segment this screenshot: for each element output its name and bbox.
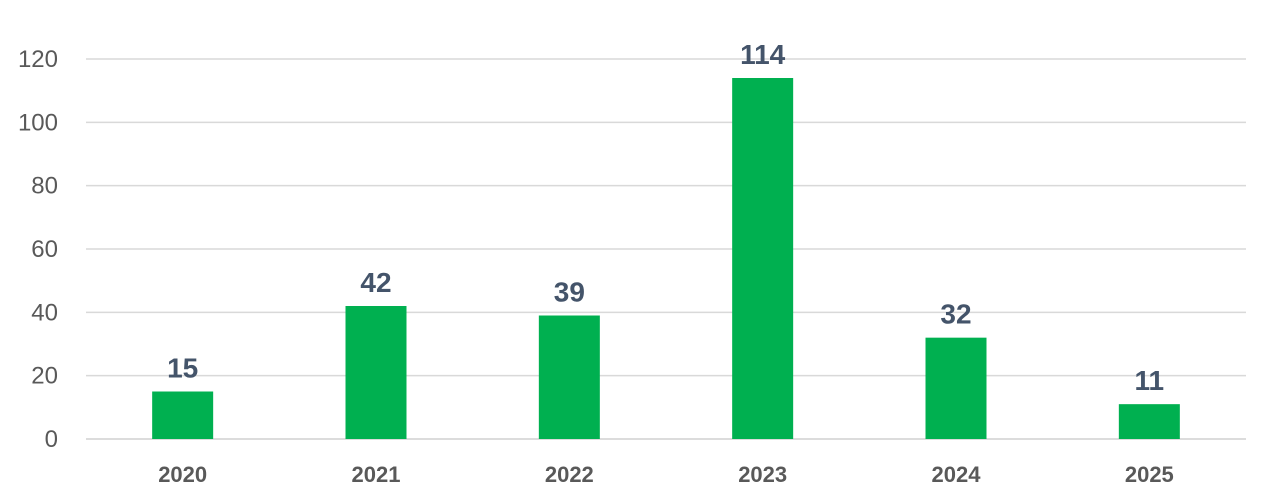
x-tick-label-2022: 2022 (545, 462, 594, 487)
data-label-2024: 32 (940, 299, 971, 330)
data-label-2023: 114 (740, 39, 786, 70)
data-label-2025: 11 (1135, 365, 1165, 396)
y-axis-tick-labels: 0 20 40 60 80 100 120 (18, 46, 58, 453)
y-tick-label: 40 (31, 299, 58, 326)
gridlines (86, 58, 1246, 440)
bar-2023 (732, 78, 794, 439)
y-tick-label: 0 (45, 426, 58, 453)
bar-2021 (345, 306, 407, 439)
x-tick-label-2024: 2024 (932, 462, 982, 487)
x-tick-label-2020: 2020 (158, 462, 207, 487)
x-tick-label-2021: 2021 (352, 462, 401, 487)
x-tick-label-2023: 2023 (738, 462, 787, 487)
bar-2020 (152, 391, 214, 439)
data-label-2020: 15 (167, 353, 198, 384)
x-tick-label-2025: 2025 (1125, 462, 1174, 487)
data-label-2021: 42 (360, 267, 391, 298)
y-tick-label: 20 (31, 363, 58, 390)
bars (152, 78, 1180, 439)
x-axis-tick-labels: 2020 2021 2022 2023 2024 2025 (158, 462, 1174, 487)
bar-2022 (538, 315, 600, 439)
bar-2024 (925, 337, 987, 439)
y-tick-label: 80 (31, 173, 58, 200)
y-tick-label: 100 (18, 109, 58, 136)
data-label-2022: 39 (554, 277, 585, 308)
y-tick-label: 60 (31, 236, 58, 263)
y-tick-label: 120 (18, 46, 58, 73)
bar-2025 (1118, 404, 1180, 439)
bar-data-labels: 15 42 39 114 32 11 (167, 39, 1164, 396)
